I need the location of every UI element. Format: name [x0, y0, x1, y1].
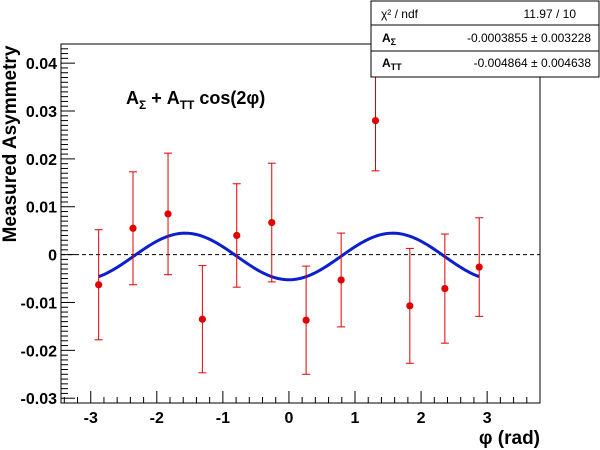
data-point	[337, 276, 345, 284]
data-point	[406, 302, 414, 310]
stats-chi2-ndf: / ndf	[391, 7, 418, 21]
data-point	[268, 218, 276, 227]
fit-curve	[98, 231, 480, 282]
x-tick-label: -1	[216, 410, 230, 427]
data-point	[164, 210, 172, 218]
formula-annotation: AΣ + ATT cos(2φ)	[126, 88, 265, 112]
data-point	[95, 281, 103, 289]
data-point	[129, 224, 137, 232]
stats-asigma-label: AΣ	[382, 31, 397, 47]
stats-box-frame	[370, 0, 600, 78]
y-tick-label: 0	[48, 248, 57, 265]
y-tick-label: -0.02	[21, 343, 58, 360]
y-tick-label: 0.01	[26, 200, 57, 217]
formula-a: A	[126, 88, 139, 108]
x-tick-label: 1	[351, 410, 360, 427]
stats-att-sub: TT	[391, 62, 402, 72]
y-tick-label: 0.02	[26, 152, 57, 169]
data-point	[198, 315, 206, 323]
stats-chi2-value: 11.97 / 10	[524, 7, 577, 21]
data-point	[371, 116, 380, 125]
y-tick-label: 0.03	[26, 104, 57, 121]
stats-att-value: -0.004864 ± 0.004638	[474, 56, 592, 70]
x-tick-label: -3	[84, 410, 98, 427]
x-tick-label: -2	[150, 410, 164, 427]
data-point	[475, 263, 483, 271]
stats-att-a: A	[382, 56, 391, 70]
data-point	[302, 316, 310, 324]
formula-plus: + A	[146, 88, 180, 108]
stats-box: χ² / ndf 11.97 / 10 AΣ -0.0003855 ± 0.00…	[370, 0, 600, 78]
formula-sub-sigma: Σ	[139, 98, 146, 112]
y-axis-title: Measured Asymmetry	[0, 45, 21, 242]
stats-chi2-label: χ² / ndf	[381, 7, 419, 21]
y-tick-label: -0.03	[21, 391, 58, 408]
stats-asigma-value: -0.0003855 ± 0.003228	[467, 31, 591, 45]
y-tick-label: 0.04	[26, 56, 57, 73]
y-tick-label: -0.01	[21, 295, 58, 312]
x-axis-title: φ (rad)	[479, 428, 540, 449]
formula-sub-tt: TT	[180, 98, 195, 112]
x-tick-label: 3	[483, 410, 492, 427]
plot-frame	[60, 43, 541, 404]
x-tick-label: 2	[417, 410, 426, 427]
stats-asigma-sub: Σ	[391, 37, 397, 47]
stats-asigma-a: A	[382, 31, 391, 45]
stats-att-label: ATT	[382, 56, 402, 72]
data-point	[233, 231, 241, 240]
data-point	[441, 284, 449, 293]
formula-tail: cos(2φ)	[194, 88, 265, 108]
x-tick-label: 0	[284, 410, 293, 427]
stats-chi2-symbol: χ²	[381, 7, 391, 21]
